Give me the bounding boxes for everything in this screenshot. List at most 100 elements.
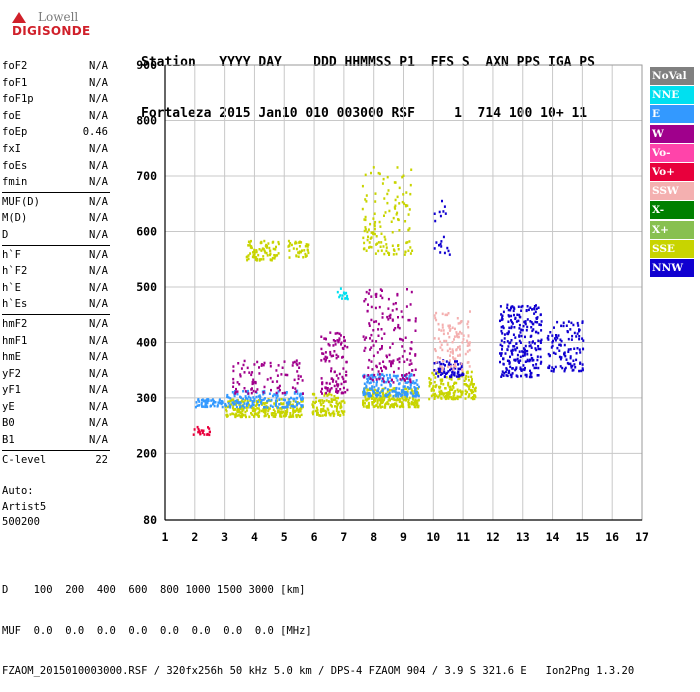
data-point-sse: [264, 408, 267, 411]
data-point-sse: [395, 402, 398, 405]
data-point-nnw: [529, 344, 532, 347]
data-point-nne: [336, 290, 339, 294]
data-point-w: [370, 318, 373, 322]
data-point-sse: [295, 254, 298, 258]
data-point-w: [327, 343, 330, 346]
data-point-nnw: [501, 316, 504, 319]
data-point-nnw: [582, 339, 585, 342]
data-point-nnw: [572, 323, 575, 327]
data-point-w: [239, 373, 242, 376]
data-point-sse: [394, 181, 397, 184]
parameter-value: N/A: [89, 334, 108, 347]
data-point-sse: [464, 383, 467, 386]
data-point-ssw: [452, 352, 454, 355]
data-point-sse: [244, 414, 247, 417]
data-point-nnw: [530, 334, 533, 338]
data-point-sse: [456, 395, 459, 398]
data-point-w: [260, 364, 263, 367]
data-point-sse: [438, 387, 441, 390]
data-point-sse: [342, 413, 345, 416]
data-point-sse: [250, 412, 252, 415]
data-point-vo: [202, 429, 205, 432]
data-point-sse: [314, 409, 317, 413]
footer: D 100 200 400 600 800 1000 1500 3000 [km…: [2, 557, 634, 692]
data-point-sse: [266, 412, 269, 416]
data-point-w: [283, 360, 286, 363]
data-point-e: [381, 389, 384, 393]
data-point-sse: [260, 249, 263, 252]
data-point-nnw: [578, 335, 581, 338]
data-point-e: [381, 379, 384, 383]
data-point-nnw: [519, 359, 522, 362]
data-point-ssw: [442, 359, 444, 363]
data-point-sse: [402, 405, 405, 409]
data-point-w: [388, 353, 391, 357]
data-point-e: [401, 393, 404, 397]
data-point-ssw: [447, 332, 449, 335]
x-tick-label: 17: [635, 530, 649, 544]
data-point-nnw: [525, 329, 528, 332]
data-point-sse: [468, 387, 471, 391]
data-point-ssw: [459, 348, 461, 351]
data-point-sse: [361, 207, 364, 211]
data-point-sse: [368, 246, 370, 249]
data-point-sse: [382, 395, 385, 398]
data-point-sse: [252, 254, 255, 257]
data-point-sse: [381, 182, 384, 185]
data-point-nnw: [456, 372, 459, 375]
logo-line1: Lowell: [38, 10, 79, 24]
parameter-value: N/A: [89, 142, 108, 155]
data-point-sse: [375, 243, 378, 246]
data-point-sse: [457, 390, 460, 393]
data-point-nne: [343, 292, 346, 296]
data-point-ssw: [453, 335, 456, 338]
data-point-w: [409, 359, 412, 362]
data-point-e: [389, 382, 392, 386]
data-point-w: [380, 366, 382, 370]
data-point-sse: [322, 405, 325, 408]
data-point-nnw: [500, 354, 503, 357]
data-point-sse: [335, 401, 338, 405]
data-point-nnw: [539, 313, 542, 316]
data-point-w: [330, 377, 333, 380]
data-point-e: [375, 384, 378, 387]
lowell-digisonde-logo: Lowell DIGISONDE: [4, 6, 90, 46]
data-point-nnw: [450, 367, 453, 371]
data-point-ssw: [460, 332, 463, 335]
data-point-sse: [270, 259, 273, 262]
data-point-nnw: [437, 375, 440, 378]
data-point-sse: [239, 407, 242, 411]
data-point-e: [371, 385, 374, 388]
data-point-e: [259, 397, 262, 400]
data-point-w: [414, 317, 417, 320]
parameter-name: h`Es: [2, 298, 28, 311]
data-point-nnw: [512, 309, 515, 313]
data-point-nnw: [500, 313, 503, 316]
data-point-e: [293, 397, 296, 401]
data-point-sse: [378, 172, 381, 176]
data-point-sse: [316, 413, 318, 416]
data-point-e: [400, 394, 403, 398]
data-point-ssw: [449, 328, 452, 331]
parameter-row: h`E N/A: [2, 280, 110, 297]
data-point-e: [200, 403, 203, 406]
data-point-sse: [453, 381, 456, 384]
y-tick-label: 80: [143, 513, 157, 527]
data-point-nnw: [506, 306, 509, 309]
data-point-nnw: [510, 319, 512, 322]
data-point-nnw: [434, 219, 437, 223]
parameter-row: hmF2 N/A: [2, 316, 110, 333]
data-point-sse: [370, 246, 373, 249]
data-point-e: [195, 401, 198, 404]
data-point-sse: [236, 410, 239, 414]
data-point-sse: [328, 411, 331, 415]
data-point-ssw: [433, 337, 436, 340]
data-point-w: [395, 307, 398, 311]
data-point-sse: [382, 177, 385, 181]
data-point-nnw: [508, 369, 511, 373]
data-point-nnw: [514, 348, 517, 352]
data-point-nnw: [552, 351, 555, 355]
data-point-e: [207, 398, 210, 401]
data-point-e: [298, 402, 301, 405]
data-point-w: [324, 355, 327, 359]
